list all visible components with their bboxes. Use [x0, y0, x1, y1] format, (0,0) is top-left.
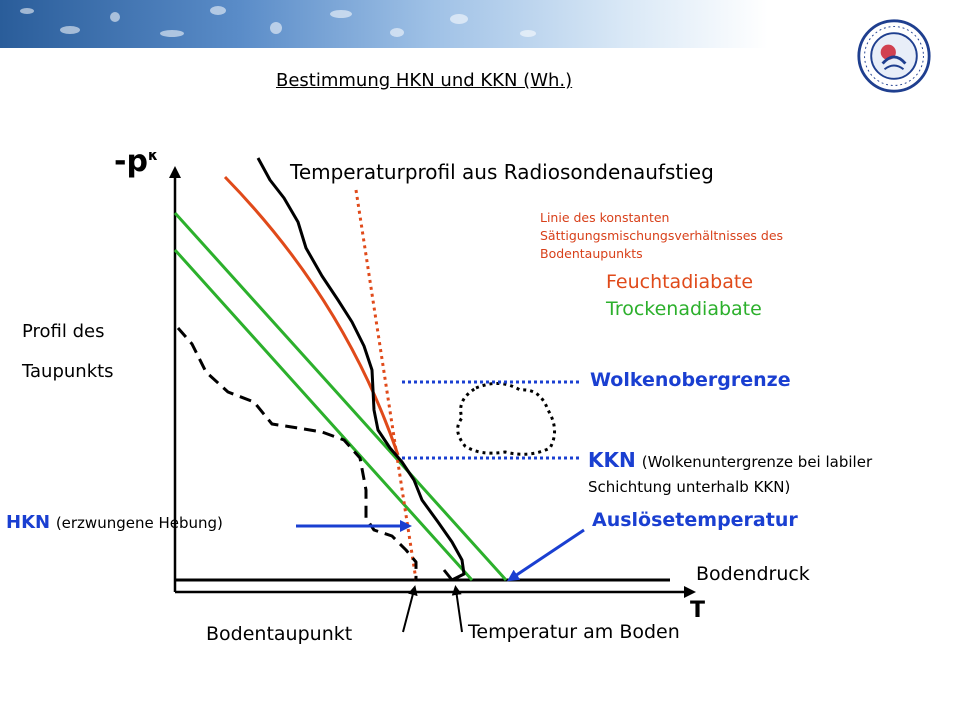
cloud-top-label: Wolkenobergrenze [590, 369, 791, 391]
x-axis-label: T [690, 598, 706, 623]
hkn-label: HKN (erzwungene Hebung) [6, 512, 223, 533]
header-banner [0, 0, 960, 48]
dry-adiabat-label: Trockenadiabate [606, 298, 762, 320]
mixing-ratio-line [354, 189, 418, 581]
y-axis-label: -pκ [114, 144, 158, 179]
temperature-profile [256, 157, 466, 582]
surface-temperature-arrow [451, 585, 463, 633]
mixing-ratio-label: Linie des konstanten Sättigungsmischungs… [540, 210, 784, 261]
dewpoint-profile [176, 327, 418, 580]
trigger-temperature-label: Auslösetemperatur [592, 509, 798, 531]
dry-adiabat-upper [173, 211, 508, 582]
surface-dewpoint-arrow [402, 585, 418, 633]
moist-adiabat-label: Feuchtadiabate [606, 271, 754, 293]
surface-dewpoint-label: Bodentaupunkt [206, 623, 353, 645]
surface-temperature-label: Temperatur am Boden [468, 621, 680, 643]
trigger-temperature-arrow [507, 528, 585, 582]
dewpoint-profile-label: Profil des Taupunkts [22, 321, 114, 382]
moist-adiabat [223, 175, 400, 456]
surface-pressure-label: Bodendruck [696, 563, 810, 585]
temperature-profile-label: Temperaturprofil aus Radiosondenaufstieg [290, 160, 714, 184]
dry-adiabat-lower [173, 248, 474, 582]
university-logo [857, 19, 931, 93]
cloud-outline [456, 382, 556, 456]
slide-title: Bestimmung HKN und KKN (Wh.) [276, 70, 573, 91]
kkn-label: KKN (Wolkenuntergrenze bei labiler Schic… [588, 448, 873, 496]
